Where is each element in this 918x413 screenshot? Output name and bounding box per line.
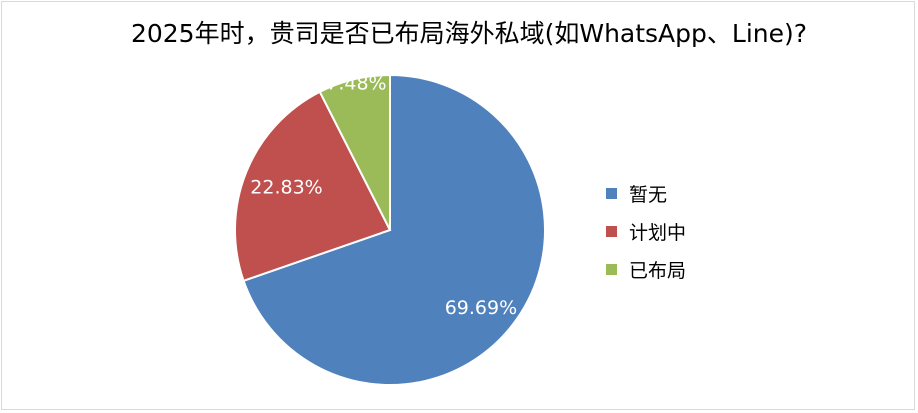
legend-swatch	[606, 263, 617, 275]
legend-swatch	[606, 187, 617, 199]
legend-item: 计划中	[606, 212, 686, 250]
data-label-2: 7.48%	[326, 72, 386, 94]
pie-slice-2	[318, 73, 391, 231]
legend-label: 已布局	[629, 259, 687, 282]
legend: 暂无 计划中 已布局	[606, 174, 686, 288]
data-label-0: 69.69%	[445, 297, 517, 319]
legend-label: 暂无	[629, 183, 668, 206]
legend-item: 已布局	[606, 250, 686, 288]
pie-slice-1	[234, 90, 392, 283]
chart-title: 2025年时，贵司是否已布局海外私域(如WhatsApp、Line)?	[130, 19, 808, 48]
legend-swatch	[606, 225, 617, 237]
legend-item: 暂无	[606, 174, 686, 212]
data-label-1: 22.83%	[250, 177, 322, 199]
legend-label: 计划中	[629, 221, 687, 244]
pie-slice-0	[242, 73, 546, 386]
